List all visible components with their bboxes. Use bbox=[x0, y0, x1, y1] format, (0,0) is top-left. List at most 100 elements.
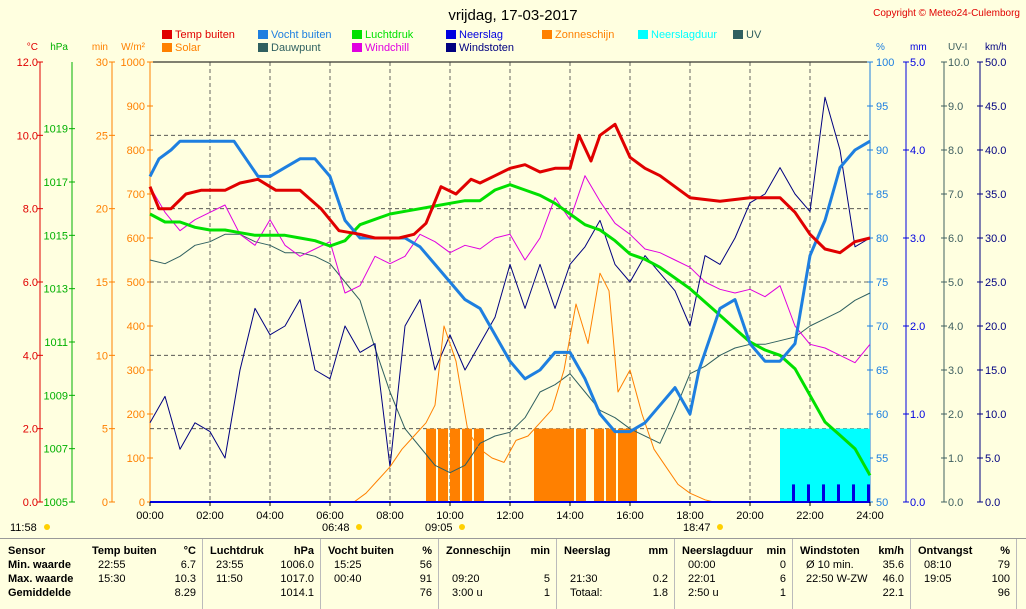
sunshine-bar bbox=[606, 428, 616, 502]
uvi-tick-label: 10.0 bbox=[948, 57, 969, 69]
x-tick-label: 10:00 bbox=[436, 510, 464, 522]
mm-tick-label: 5.0 bbox=[910, 57, 925, 69]
x-tick-label: 20:00 bbox=[736, 510, 764, 522]
kmh-tick-label: 5.0 bbox=[985, 453, 1000, 465]
pct-tick-label: 95 bbox=[876, 101, 888, 113]
table-cell: 22:55 bbox=[98, 559, 126, 571]
sun-time-label: 18:47 bbox=[683, 522, 711, 534]
min-tick-label: 0 bbox=[102, 497, 108, 509]
wm2-tick-label: 700 bbox=[127, 189, 145, 201]
min-tick-label: 30 bbox=[96, 57, 108, 69]
rain-bar bbox=[837, 484, 840, 502]
sun-icon bbox=[356, 524, 362, 530]
kmh-tick-label: 50.0 bbox=[985, 57, 1006, 69]
table-cell: 23:55 bbox=[216, 559, 244, 571]
table-cell: 91 bbox=[419, 573, 432, 585]
temp-axis-unit: °C bbox=[27, 42, 38, 53]
table-cell: 19:05 bbox=[924, 573, 952, 585]
hpa-tick-label: 1015 bbox=[44, 230, 68, 242]
table-cell: 79 bbox=[997, 559, 1010, 571]
temp-tick-label: 8.0 bbox=[23, 204, 38, 216]
table-cell: Ø 10 min. bbox=[806, 559, 854, 571]
pct-tick-label: 50 bbox=[876, 497, 888, 509]
legend-swatch bbox=[162, 43, 172, 52]
series-line-windchill bbox=[149, 175, 871, 364]
kmh-tick-label: 20.0 bbox=[985, 321, 1006, 333]
kmh-tick-label: 35.0 bbox=[985, 189, 1006, 201]
legend-label: Dauwpunt bbox=[271, 42, 321, 54]
wm2-tick-label: 400 bbox=[127, 321, 145, 333]
table-cell: Zonneschijn bbox=[446, 545, 511, 557]
table-cell: min bbox=[766, 545, 786, 557]
x-axis: 00:00 02:00 04:00 06:00 08:00 10:00 12:00 14:00… bbox=[10, 501, 884, 534]
table-cell: Temp buiten bbox=[92, 545, 157, 557]
table-column bbox=[86, 539, 203, 609]
hpa-tick-label: 1011 bbox=[44, 337, 68, 349]
kmh-axis-unit: km/h bbox=[985, 42, 1007, 53]
legend-label: Neerslagduur bbox=[651, 29, 717, 41]
mm-axis-unit: mm bbox=[910, 42, 927, 53]
x-tick-label: 06:00 bbox=[316, 510, 344, 522]
mm-tick-label: 1.0 bbox=[910, 409, 925, 421]
rain-bar bbox=[852, 484, 855, 502]
min-tick-label: 10 bbox=[96, 350, 108, 362]
rain-bar bbox=[807, 484, 810, 502]
wm2-tick-label: 900 bbox=[127, 101, 145, 113]
table-column bbox=[322, 539, 439, 609]
legend-label: Temp buiten bbox=[175, 29, 235, 41]
temp-tick-label: 10.0 bbox=[17, 130, 38, 142]
legend-label: Windchill bbox=[365, 42, 409, 54]
table-cell: Min. waarde bbox=[8, 559, 71, 571]
table-cell: 22:01 bbox=[688, 573, 716, 585]
table-cell: 08:10 bbox=[924, 559, 952, 571]
uvi-tick-label: 8.0 bbox=[948, 145, 963, 157]
pct-tick-label: 70 bbox=[876, 321, 888, 333]
uvi-tick-label: 5.0 bbox=[948, 277, 963, 289]
table-cell: 6.7 bbox=[180, 559, 196, 571]
legend-swatch bbox=[733, 30, 743, 39]
rain-bar bbox=[867, 484, 870, 502]
legend-label: Neerslag bbox=[459, 29, 503, 41]
sunshine-bar bbox=[618, 428, 628, 502]
kmh-tick-label: 0.0 bbox=[985, 497, 1000, 509]
table-cell: 2:50 u bbox=[688, 587, 719, 599]
sunshine-bar bbox=[462, 428, 472, 502]
hpa-tick-label: 1005 bbox=[44, 497, 68, 509]
hpa-tick-label: 1009 bbox=[44, 390, 68, 402]
table-cell: 21:30 bbox=[570, 573, 598, 585]
kmh-tick-label: 15.0 bbox=[985, 365, 1006, 377]
uvi-tick-label: 3.0 bbox=[948, 365, 963, 377]
table-column bbox=[558, 539, 675, 609]
pct-tick-label: 90 bbox=[876, 145, 888, 157]
hpa-tick-label: 1017 bbox=[44, 177, 68, 189]
series-line-solar bbox=[150, 272, 870, 503]
table-cell: 15:30 bbox=[98, 573, 126, 585]
x-tick-label: 22:00 bbox=[796, 510, 824, 522]
sunshine-bar bbox=[549, 428, 559, 502]
sunshine-bar bbox=[558, 428, 568, 502]
uvi-tick-label: 9.0 bbox=[948, 101, 963, 113]
table-cell: 1014.1 bbox=[280, 587, 314, 599]
table-cell: Sensor bbox=[8, 545, 46, 557]
x-tick-label: 02:00 bbox=[196, 510, 224, 522]
min-axis-unit: min bbox=[92, 42, 108, 53]
table-cell: 56 bbox=[419, 559, 432, 571]
min-tick-label: 20 bbox=[96, 204, 108, 216]
pct-tick-label: 85 bbox=[876, 189, 888, 201]
wm2-tick-label: 500 bbox=[127, 277, 145, 289]
kmh-tick-label: 45.0 bbox=[985, 101, 1006, 113]
table-cell: Ontvangst bbox=[918, 545, 973, 557]
uvi-tick-label: 7.0 bbox=[948, 189, 963, 201]
legend-swatch bbox=[446, 30, 456, 39]
table-cell: 100 bbox=[991, 573, 1010, 585]
hpa-tick-label: 1013 bbox=[44, 284, 68, 296]
table-cell: Max. waarde bbox=[8, 573, 74, 585]
sun-icon bbox=[717, 524, 723, 530]
legend-swatch bbox=[638, 30, 648, 39]
sun-time-label: 09:05 bbox=[425, 522, 453, 534]
table-cell: Neerslagduur bbox=[682, 545, 753, 557]
pct-tick-label: 60 bbox=[876, 409, 888, 421]
wm2-tick-label: 600 bbox=[127, 233, 145, 245]
pct-tick-label: 75 bbox=[876, 277, 888, 289]
table-cell: 09:20 bbox=[452, 573, 480, 585]
